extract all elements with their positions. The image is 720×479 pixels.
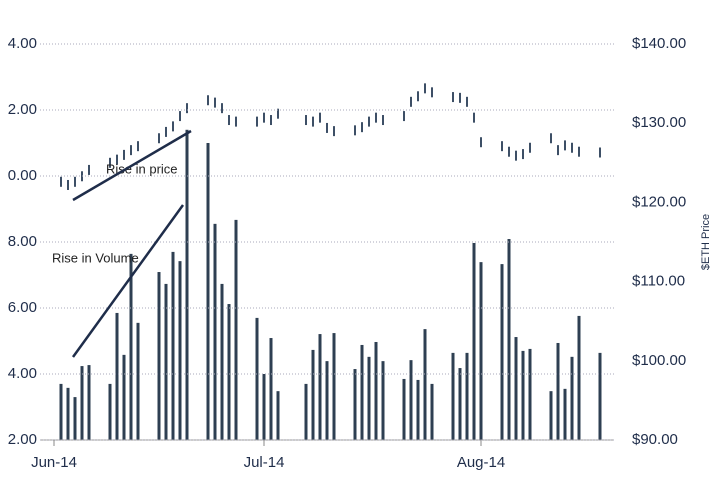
y-tick-label: 0.00 [8,167,37,184]
y2-tick-label: $100.00 [632,352,686,369]
volume-bar [171,251,175,440]
volume-bar [381,361,385,440]
volume-bar [472,242,476,440]
volume-bar [577,315,581,440]
volume-bar [213,223,217,440]
volume-bar [164,283,168,440]
volume-bar [129,253,133,440]
volume-bar [465,352,469,440]
y2-tick-label: $110.00 [632,273,685,290]
x-tick-label: Aug-14 [457,454,505,471]
annotation: Rise in price [106,161,178,176]
volume-bar [514,337,518,440]
volume-bar [458,368,462,440]
y-tick-label: 6.00 [8,299,37,316]
volume-bar [374,341,378,440]
volume-bar [451,352,455,440]
volume-bar [423,329,427,440]
x-tick-label: Jul-14 [244,454,285,471]
y-tick-label: 4.00 [8,365,37,382]
volume-bar [269,338,273,440]
volume-bar [570,356,574,440]
volume-bar [108,383,112,440]
volume-bar [332,333,336,440]
volume-bar [353,369,357,440]
volume-bar [360,344,364,440]
volume-bar [528,348,532,440]
volume-bar [409,360,413,440]
y-tick-label: 8.00 [8,233,37,250]
volume-bar [276,391,280,440]
volume-bar [255,317,259,440]
volume-bar [598,352,602,440]
volume-bar [318,334,322,440]
volume-bar [206,143,210,440]
volume-bar [556,342,560,440]
volume-bar [115,312,119,440]
volume-bar [185,129,189,441]
volume-bar [430,383,434,440]
trend-line [72,129,192,202]
volume-bar [402,378,406,440]
y2-tick-label: $120.00 [632,193,686,210]
y-tick-label: 2.00 [8,431,37,448]
volume-bar [87,365,91,440]
volume-bar [220,283,224,440]
volume-bar [521,350,525,440]
volume-bar [136,322,140,440]
volume-bar [367,356,371,440]
annotation: Rise in Volume [52,250,139,265]
y2-tick-label: $140.00 [632,35,686,52]
y2-axis-label: $ETH Price [700,214,712,270]
volume-bar [507,239,511,440]
volume-bar [416,379,420,440]
volume-bar [325,361,329,440]
volume-bar [234,219,238,440]
volume-bar [563,388,567,440]
x-tick-label: Jun-14 [31,454,77,471]
y-tick-label: 4.00 [8,35,37,52]
trend-line [71,204,185,358]
volume-bar [262,374,266,440]
volume-bar [304,383,308,440]
volume-bar [122,354,126,440]
volume-bar [66,387,70,440]
volume-bar [59,383,63,440]
volume-bar [311,349,315,440]
y-tick-label: 2.00 [8,101,37,118]
volume-bar [479,262,483,440]
volume-bar [500,264,504,440]
volume-bar [73,397,77,440]
y2-tick-label: $130.00 [632,114,686,131]
volume-bar [80,366,84,440]
volume-bar [549,391,553,440]
y2-tick-label: $90.00 [632,431,678,448]
volume-bar [227,304,231,440]
volume-bar [178,261,182,440]
volume-bar [157,272,161,440]
